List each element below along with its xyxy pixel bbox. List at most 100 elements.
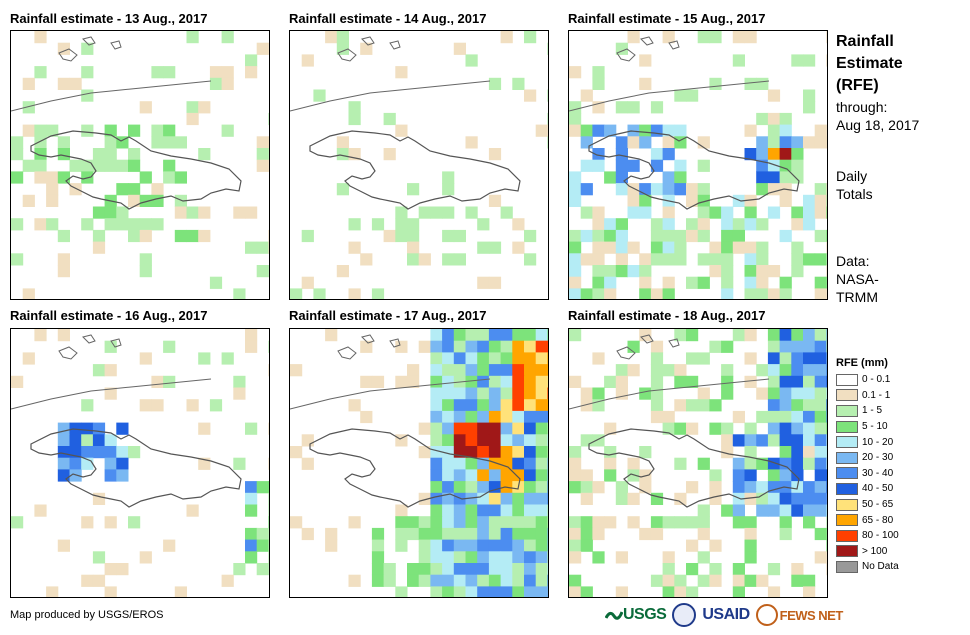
legend-swatch [836,514,858,527]
rainfall-cell [732,434,745,447]
rainfall-cell [547,469,548,482]
rainfall-cell [709,422,722,435]
rainfall-cell [81,434,94,447]
rainfall-cell [418,422,431,435]
rainfall-cell [245,551,258,564]
data-line-1: Data: [836,253,870,269]
rainfall-cell [814,364,827,377]
rainfall-cell [186,399,199,412]
rainfall-cell [430,527,443,541]
rainfall-cell [767,265,781,278]
rainfall-cell [477,241,490,254]
rainfall-cell [814,551,827,564]
rainfall-cell [547,375,548,388]
rainfall-cell [268,504,269,517]
rainfall-cell [791,469,804,482]
rainfall-cell [732,194,745,207]
rainfall-cell [465,492,478,505]
rainfall-cell [592,288,605,299]
rainfall-cell [779,527,792,541]
rainfall-cell [245,481,258,494]
rainfall-cell [512,492,525,505]
rainfall-cell [524,253,537,266]
rainfall-cell [104,434,117,447]
rainfall-cell [151,124,164,137]
rainfall-cell [430,574,443,587]
rainfall-cell [627,101,640,114]
legend-swatch [836,545,858,558]
legend-label: 20 - 30 [862,452,894,464]
rainfall-cell [580,253,593,266]
rainfall-cell [744,329,757,342]
rainfall-cell [442,206,455,219]
rainfall-cell [268,241,269,254]
rainfall-cell [465,422,478,435]
rainfall-cell [442,253,455,266]
cuba-coastline [569,80,770,112]
rainfall-cell [697,206,710,219]
rainfall-cell [290,446,303,459]
rainfall-cell [744,527,757,541]
rainfall-cell [22,288,35,299]
rainfall-cell [709,253,722,266]
rainfall-cell [395,375,408,388]
rainfall-cell [512,586,525,597]
rainfall-cell [139,194,152,207]
rainfall-cell [744,457,757,470]
rainfall-cell [477,504,490,517]
rainfall-cell [151,183,164,196]
rainfall-cell [268,422,269,435]
title-line-1: Rainfall [836,33,894,50]
rainfall-cell [256,481,269,494]
rainfall-cell [569,194,582,207]
rainfall-cell [615,229,628,243]
rainfall-cell [442,586,455,597]
rainfall-cell [430,586,443,597]
rainfall-cell [104,516,117,529]
rainfall-cell [814,276,827,289]
rainfall-cell [268,481,269,494]
rainfall-cell [57,77,70,90]
rainfall-cell [360,42,373,55]
rainfall-cell [524,481,537,494]
rainfall-cell [639,276,652,289]
rainfall-cell [477,446,490,459]
rainfall-cell [233,457,246,470]
rainfall-cell [569,171,582,184]
rainfall-cell [418,340,431,353]
rainfall-cell [569,446,582,459]
rainfall-cell [697,276,710,289]
rainfall-cell [604,171,617,184]
rainfall-cell [104,364,117,377]
rainfall-cell [580,434,593,447]
rainfall-cell [186,31,199,44]
rainfall-cell [34,31,47,44]
rainfall-cell [301,457,314,470]
rainfall-cell [477,434,490,447]
rainfall-cell [430,539,443,552]
rainfall-cell [383,112,396,126]
legend-title: RFE (mm) [836,357,888,369]
rainfall-cell [814,229,827,243]
rainfall-cell [488,504,502,517]
rainfall-cell [512,340,525,353]
rainfall-cell [92,148,106,161]
rainfall-cell [826,516,827,529]
rainfall-cell [442,171,455,184]
rainfall-cell [209,399,223,412]
rainfall-cell [650,492,664,505]
map-18aug [568,328,828,598]
rainfall-cell [11,136,24,149]
rainfall-cell [674,329,687,342]
rainfall-cell [116,563,129,576]
rainfall-cell [674,422,687,435]
rainfall-cell [360,375,373,388]
rainfall-cell [744,469,757,482]
rainfall-cell [779,375,792,388]
rainfall-cell [814,422,827,435]
rainfall-cell [744,422,757,435]
rainfall-cell [512,387,525,400]
rainfall-cell [569,101,582,114]
rainfall-cell [779,352,792,365]
rainfall-cell [418,563,431,576]
